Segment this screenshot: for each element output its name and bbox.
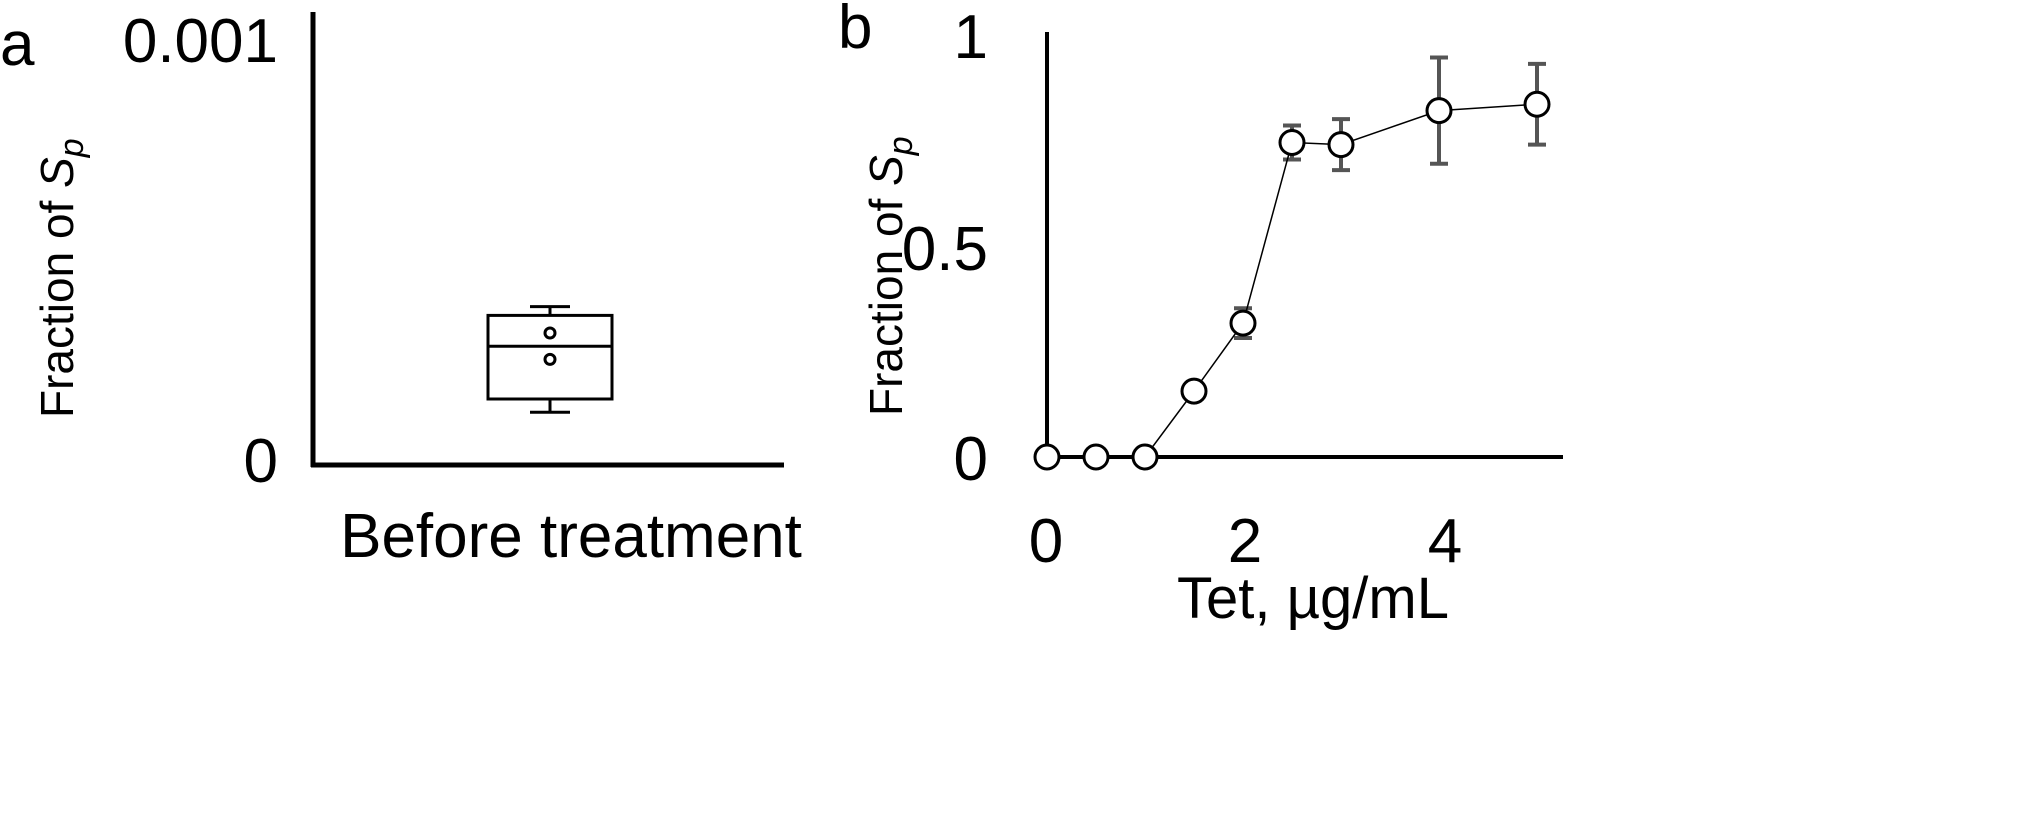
panel-a-y-axis-label: Fraction of Sp — [31, 138, 91, 418]
data-point-6 — [1327, 131, 1355, 159]
data-point-4 — [1229, 309, 1257, 337]
panel-b: b 1 0.5 0 Fraction of Sp 0 2 4 Tet, µg/m… — [838, 0, 1563, 631]
data-point-1 — [1082, 443, 1110, 471]
panel-b-xtick-2: 2 — [1228, 507, 1262, 576]
data-point-2 — [1131, 443, 1159, 471]
data-point-7 — [1425, 97, 1453, 125]
panel-a-ylabel-s: S — [31, 157, 83, 188]
panel-b-ylabel-sub: p — [882, 136, 920, 156]
panel-a-ylabel-sub: p — [53, 138, 91, 158]
panel-a-ytick-bottom: 0 — [244, 427, 278, 496]
box-data-point-0 — [543, 352, 557, 366]
panel-b-x-axis-label: Tet, µg/mL — [1177, 566, 1449, 631]
data-point-8 — [1523, 90, 1551, 118]
panel-b-label: b — [838, 0, 872, 62]
box-iqr — [486, 313, 614, 401]
panel-b-y-axis-label: Fraction of Sp — [860, 136, 920, 416]
panel-b-xtick-4: 4 — [1428, 507, 1462, 576]
panel-a-ylabel-text: Fraction of — [31, 188, 83, 418]
panel-a-category-label: Before treatment — [340, 502, 802, 571]
panel-a: a 0.001 0 Fraction of Sp Before treatmen… — [0, 7, 802, 571]
panel-a-ytick-top: 0.001 — [123, 7, 278, 76]
data-point-3 — [1180, 377, 1208, 405]
panel-a-label: a — [0, 10, 35, 79]
panel-b-ylabel-s: S — [860, 155, 912, 186]
panel-b-series — [1033, 55, 1551, 471]
boxplot — [486, 305, 614, 414]
panel-b-xtick-0: 0 — [1029, 507, 1063, 576]
data-point-0 — [1033, 443, 1061, 471]
box-data-point-1 — [543, 326, 557, 340]
data-point-5 — [1278, 129, 1306, 156]
panel-b-ytick-0: 0 — [954, 425, 988, 494]
panel-b-ytick-1: 1 — [954, 3, 988, 72]
panel-b-ytick-05: 0.5 — [902, 215, 988, 284]
panel-b-ylabel-text: Fraction of — [860, 186, 912, 416]
